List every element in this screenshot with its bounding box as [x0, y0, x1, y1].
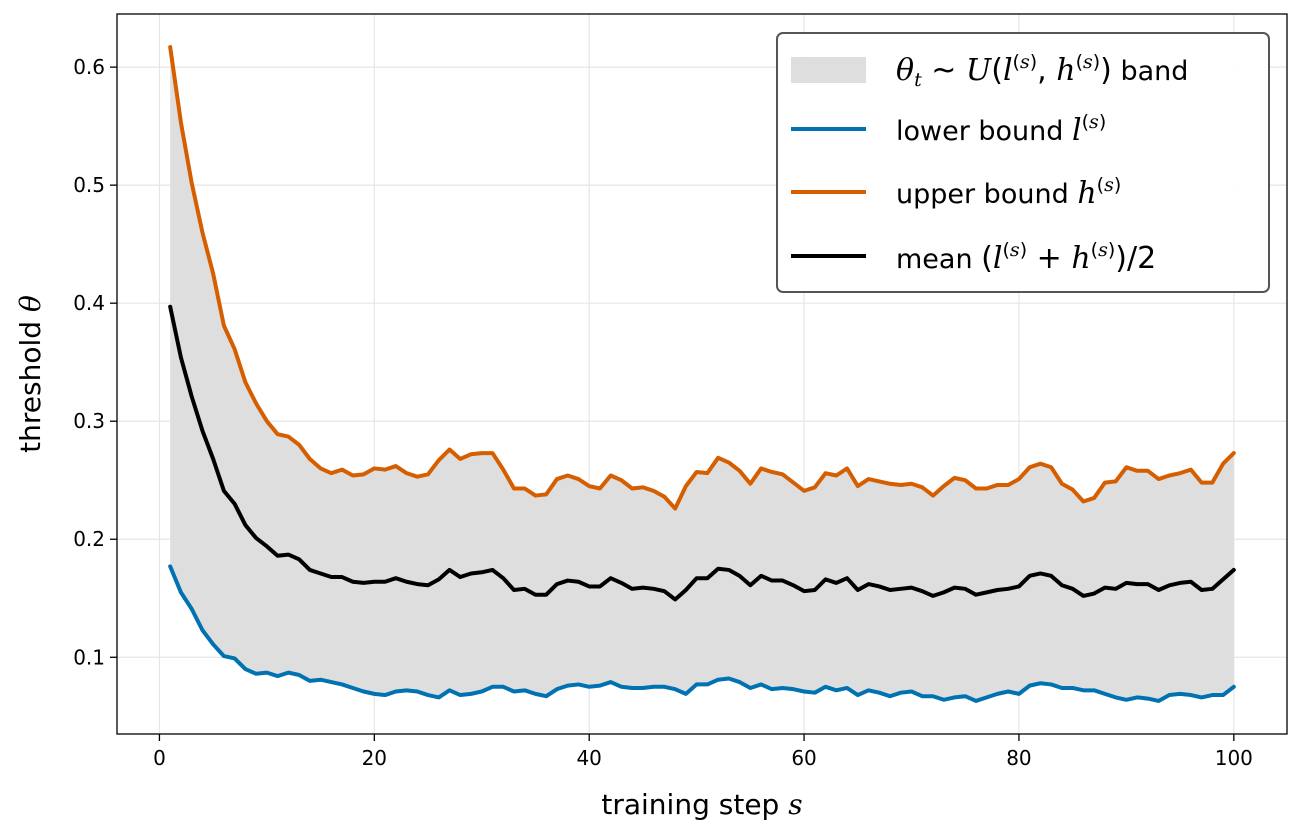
axis-ticks: 0 20 40 60 80 100 0.1 0.2 0.3 0.4 0.5 0.6 — [73, 55, 1253, 770]
y-tick-label: 0.6 — [73, 55, 105, 79]
legend-upper-text: upper bound — [896, 179, 1069, 210]
legend-band-label: θt ~ U(l(s), h(s)) band — [896, 51, 1188, 91]
y-tick-label: 0.4 — [73, 291, 105, 315]
x-tick-label: 80 — [1006, 746, 1031, 770]
legend-mean-text: mean — [896, 244, 973, 275]
legend-lower-label: lower bound l(s) — [896, 111, 1106, 148]
legend-box — [776, 32, 1270, 293]
x-tick-label: 0 — [153, 746, 166, 770]
y-axis-label: threshold θ — [14, 295, 47, 453]
y-tick-label: 0.1 — [73, 645, 105, 669]
x-tick-label: 100 — [1215, 746, 1253, 770]
x-axis-label: training step s — [601, 788, 802, 821]
legend-mean-label: mean (l(s) + h(s))/2 — [896, 239, 1156, 276]
legend-upper-label: upper bound h(s) — [896, 174, 1121, 211]
y-axis-label-text: threshold — [14, 321, 47, 453]
series-line-lower — [168, 564, 1236, 703]
band-area — [170, 47, 1234, 701]
series-line-mean — [168, 304, 1236, 602]
series-lines — [168, 45, 1236, 703]
x-tick-label: 40 — [576, 746, 601, 770]
x-axis-label-text: training step — [601, 788, 779, 821]
legend: θt ~ U(l(s), h(s)) band lower bound l(s)… — [776, 32, 1270, 293]
x-tick-label: 60 — [791, 746, 816, 770]
legend-band-swatch — [791, 57, 866, 83]
x-tick-label: 20 — [362, 746, 387, 770]
y-tick-label: 0.3 — [73, 409, 105, 433]
y-axis-label-var: θ — [14, 295, 47, 312]
uniform-band — [170, 47, 1234, 701]
y-tick-label: 0.5 — [73, 173, 105, 197]
x-axis-label-var: s — [788, 788, 802, 821]
series-line-upper — [168, 45, 1236, 511]
y-tick-label: 0.2 — [73, 527, 105, 551]
plot-frame — [116, 13, 1288, 735]
legend-lower-text: lower bound — [896, 116, 1063, 147]
